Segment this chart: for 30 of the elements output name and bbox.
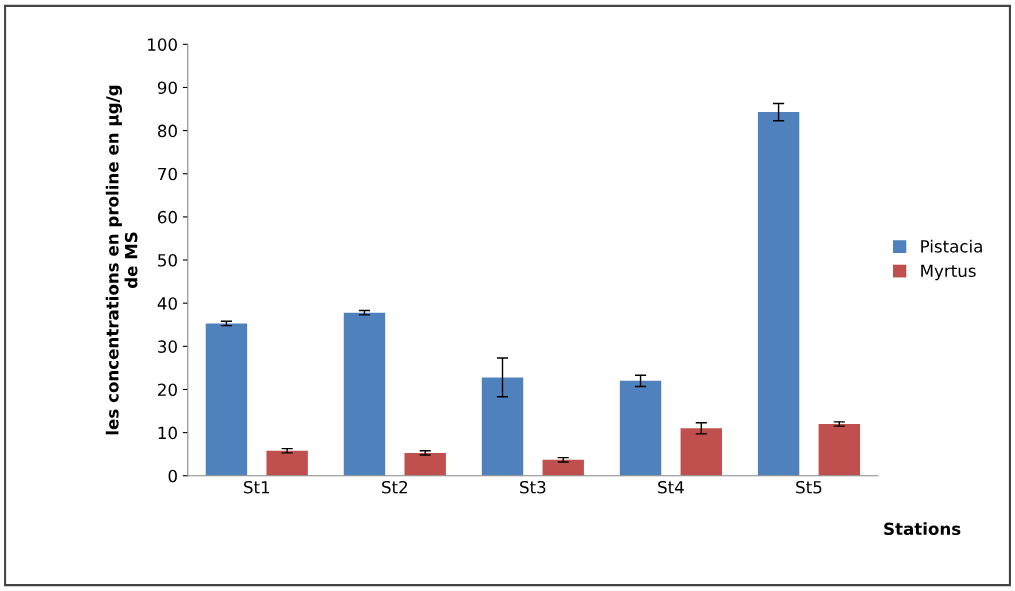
x-axis-title: Stations bbox=[884, 522, 961, 536]
bar bbox=[266, 450, 308, 476]
x-tick-label: St2 bbox=[382, 480, 408, 494]
bar bbox=[205, 323, 248, 476]
y-tick-label: 70 bbox=[158, 167, 177, 181]
bar bbox=[818, 423, 861, 476]
bar bbox=[481, 377, 524, 476]
bar bbox=[542, 459, 584, 476]
x-tick-label: St5 bbox=[796, 480, 822, 494]
bar bbox=[404, 452, 446, 476]
bar bbox=[680, 428, 722, 476]
y-tick-label: 30 bbox=[158, 340, 177, 353]
legend-label: Pistacia bbox=[921, 239, 982, 253]
bar bbox=[343, 312, 386, 476]
y-tick-label: 40 bbox=[157, 297, 177, 310]
y-tick-label: 10 bbox=[158, 426, 177, 440]
y-tick-label: 50 bbox=[158, 254, 177, 267]
x-tick-label: St1 bbox=[244, 480, 270, 494]
bar bbox=[619, 380, 662, 476]
x-tick-label: St4 bbox=[658, 480, 684, 494]
y-tick-label: 60 bbox=[158, 210, 177, 224]
y-tick-label: 100 bbox=[148, 38, 177, 51]
y-tick-label: 90 bbox=[157, 81, 177, 95]
legend-label: Myrtus bbox=[921, 264, 976, 281]
y-tick-label: 20 bbox=[158, 383, 177, 397]
x-tick-label: St3 bbox=[520, 480, 546, 494]
y-tick-label: 0 bbox=[168, 469, 177, 483]
y-tick-label: 80 bbox=[157, 124, 177, 138]
bar bbox=[757, 112, 800, 476]
y-axis-title: les concentrations en proline en µg/g de MS bbox=[105, 85, 138, 435]
